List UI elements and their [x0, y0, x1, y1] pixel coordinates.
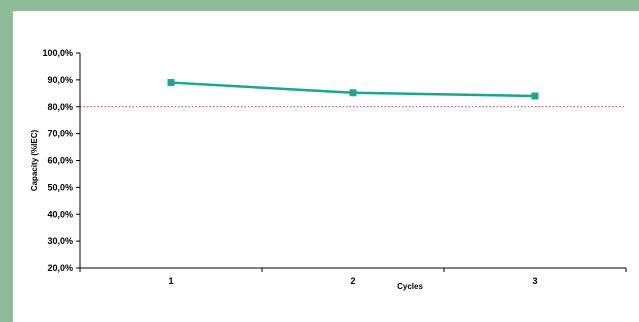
line-chart: 20,0% 30,0% 40,0% 50,0% 60,0% 70,0% 80,0% 90,0%… [30, 48, 627, 291]
y-tick-label: 70,0% [47, 129, 73, 139]
y-tick-label: 20,0% [47, 263, 73, 273]
x-axis-ticks: 1 2 3 [79, 268, 627, 286]
y-axis-ticks: 20,0% 30,0% 40,0% 50,0% 60,0% 70,0% 80,0% 90,0%… [42, 48, 80, 273]
y-tick-label: 90,0% [47, 75, 73, 85]
x-tick-label: 3 [532, 276, 537, 286]
y-tick-label: 80,0% [47, 102, 73, 112]
y-tick-label: 50,0% [47, 182, 73, 192]
chart-frame: 20,0% 30,0% 40,0% 50,0% 60,0% 70,0% 80,0% 90,0%… [13, 11, 639, 322]
data-point [167, 79, 175, 87]
series-markers [167, 79, 539, 100]
data-point [349, 89, 357, 97]
y-tick-label: 40,0% [47, 209, 73, 219]
y-tick-label: 60,0% [47, 156, 73, 166]
y-axis-title: Capacity (%IEC) [30, 129, 39, 191]
y-tick-label: 100,0% [42, 48, 73, 58]
x-tick-label: 1 [168, 276, 173, 286]
x-tick-label: 2 [350, 276, 355, 286]
x-axis-title: Cycles [397, 282, 423, 291]
data-point [531, 92, 539, 100]
y-tick-label: 30,0% [47, 236, 73, 246]
